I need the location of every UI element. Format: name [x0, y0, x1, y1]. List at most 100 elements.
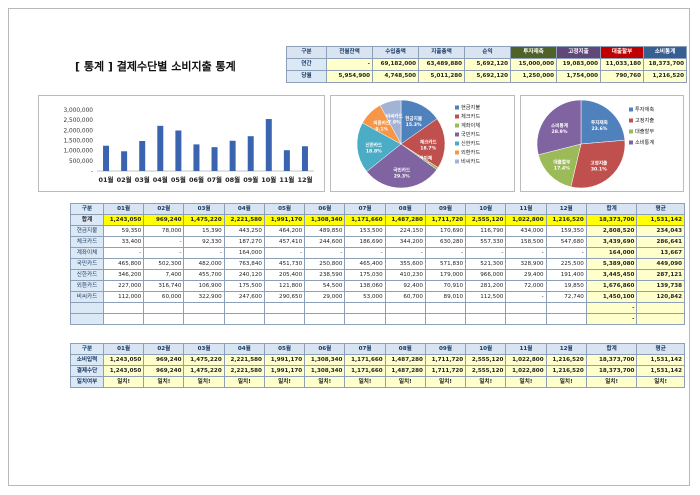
table-cell[interactable]: -: [183, 247, 225, 259]
bar-5[interactable]: [175, 130, 182, 171]
summary-cell[interactable]: 63,489,880: [418, 58, 465, 71]
table-cell[interactable]: [505, 302, 547, 314]
table-cell[interactable]: 92,400: [384, 280, 426, 292]
table-cell[interactable]: 238,590: [304, 269, 346, 281]
total-cell[interactable]: 1,308,340: [304, 214, 346, 226]
table-cell[interactable]: 일치!: [545, 376, 587, 388]
table-cell[interactable]: 410,230: [384, 269, 426, 281]
table-cell[interactable]: 일치!: [223, 376, 265, 388]
table-cell[interactable]: 1,216,520: [545, 354, 587, 366]
table-cell[interactable]: 164,000: [585, 247, 638, 259]
summary-cell[interactable]: 1,250,000: [510, 70, 557, 83]
table-cell[interactable]: [384, 313, 426, 325]
table-cell[interactable]: 1,022,800: [505, 354, 547, 366]
table-cell[interactable]: 60,700: [384, 291, 426, 303]
table-cell[interactable]: 18,373,700: [585, 354, 638, 366]
bar-4[interactable]: [157, 125, 164, 171]
table-cell[interactable]: 1,475,220: [183, 354, 225, 366]
table-cell[interactable]: 일치!: [143, 376, 185, 388]
table-cell[interactable]: 191,400: [545, 269, 587, 281]
table-cell[interactable]: 451,730: [263, 258, 306, 270]
table-cell[interactable]: -: [585, 313, 638, 325]
table-cell[interactable]: 일치!: [505, 376, 547, 388]
summary-cell[interactable]: -: [326, 58, 373, 71]
table-cell[interactable]: [304, 313, 346, 325]
table-cell[interactable]: [424, 313, 467, 325]
table-cell[interactable]: 179,000: [424, 269, 467, 281]
table-cell[interactable]: 630,280: [424, 236, 467, 248]
total-cell[interactable]: 969,240: [143, 214, 185, 226]
table-cell[interactable]: -: [143, 236, 185, 248]
table-cell[interactable]: 33,400: [103, 236, 145, 248]
table-cell[interactable]: 969,240: [143, 365, 185, 377]
table-cell[interactable]: 443,250: [223, 225, 265, 237]
summary-cell[interactable]: 5,692,120: [464, 58, 511, 71]
table-cell[interactable]: 121,800: [263, 280, 306, 292]
table-cell[interactable]: 일치!: [384, 376, 426, 388]
pie-slice-3[interactable]: [538, 143, 582, 188]
table-cell[interactable]: -: [505, 291, 547, 303]
table-cell[interactable]: 1,243,050: [103, 365, 145, 377]
table-cell[interactable]: 170,690: [424, 225, 467, 237]
expense-pie-chart[interactable]: 투자재축 23.6% 고정지출 30.1% 대출할부 17.4% 소비통계 28.9% 투자재축…: [520, 95, 684, 192]
table-cell[interactable]: 1,531,142: [636, 354, 685, 366]
table-cell[interactable]: 5,389,080: [585, 258, 638, 270]
bar-10[interactable]: [265, 119, 272, 171]
table-cell[interactable]: 116,790: [465, 225, 507, 237]
table-cell[interactable]: -: [585, 302, 638, 314]
table-cell[interactable]: 290,650: [263, 291, 306, 303]
table-cell[interactable]: 234,043: [636, 225, 685, 237]
table-cell[interactable]: [465, 302, 507, 314]
table-cell[interactable]: 1,711,720: [424, 354, 467, 366]
table-cell[interactable]: 489,850: [304, 225, 346, 237]
table-cell[interactable]: 502,300: [143, 258, 185, 270]
table-cell[interactable]: 1,991,170: [263, 354, 306, 366]
table-cell[interactable]: 287,121: [636, 269, 685, 281]
table-cell[interactable]: 1,022,800: [505, 365, 547, 377]
table-cell[interactable]: [143, 302, 185, 314]
table-cell[interactable]: -: [505, 247, 547, 259]
table-cell[interactable]: 70,910: [424, 280, 467, 292]
table-cell[interactable]: 13,667: [636, 247, 685, 259]
table-cell[interactable]: 92,330: [183, 236, 225, 248]
table-cell[interactable]: 29,000: [304, 291, 346, 303]
table-cell[interactable]: 89,010: [424, 291, 467, 303]
bar-6[interactable]: [193, 144, 200, 171]
table-cell[interactable]: 29,400: [505, 269, 547, 281]
table-cell[interactable]: [505, 313, 547, 325]
table-cell[interactable]: 547,680: [545, 236, 587, 248]
table-cell[interactable]: 일치!: [304, 376, 346, 388]
table-cell[interactable]: [636, 313, 685, 325]
pie-slice-5[interactable]: [356, 122, 402, 172]
table-cell[interactable]: 1,676,860: [585, 280, 638, 292]
summary-cell[interactable]: 69,182,000: [372, 58, 419, 71]
table-cell[interactable]: [344, 313, 386, 325]
table-cell[interactable]: -: [545, 247, 587, 259]
table-cell[interactable]: 763,840: [223, 258, 265, 270]
table-cell[interactable]: 54,500: [304, 280, 346, 292]
table-cell[interactable]: 449,090: [636, 258, 685, 270]
pie-slice-4[interactable]: [366, 143, 438, 189]
table-cell[interactable]: 일치!: [585, 376, 638, 388]
bar-9[interactable]: [247, 136, 254, 171]
table-cell[interactable]: 일치!: [465, 376, 507, 388]
table-cell[interactable]: 286,641: [636, 236, 685, 248]
table-cell[interactable]: [103, 302, 145, 314]
table-cell[interactable]: 1,171,660: [344, 354, 386, 366]
table-cell[interactable]: 465,800: [103, 258, 145, 270]
summary-cell[interactable]: 19,083,000: [556, 58, 601, 71]
table-cell[interactable]: 일치!: [344, 376, 386, 388]
table-cell[interactable]: 1,991,170: [263, 365, 306, 377]
table-cell[interactable]: 153,500: [344, 225, 386, 237]
table-cell[interactable]: [183, 313, 225, 325]
table-cell[interactable]: 1,475,220: [183, 365, 225, 377]
table-cell[interactable]: 571,830: [424, 258, 467, 270]
table-cell[interactable]: [223, 313, 265, 325]
table-cell[interactable]: 일치!: [183, 376, 225, 388]
table-cell[interactable]: 일치!: [424, 376, 467, 388]
table-cell[interactable]: 59,350: [103, 225, 145, 237]
table-cell[interactable]: 175,500: [223, 280, 265, 292]
summary-cell[interactable]: 1,754,000: [556, 70, 601, 83]
total-cell[interactable]: 1,487,280: [384, 214, 426, 226]
summary-cell[interactable]: 15,000,000: [510, 58, 557, 71]
